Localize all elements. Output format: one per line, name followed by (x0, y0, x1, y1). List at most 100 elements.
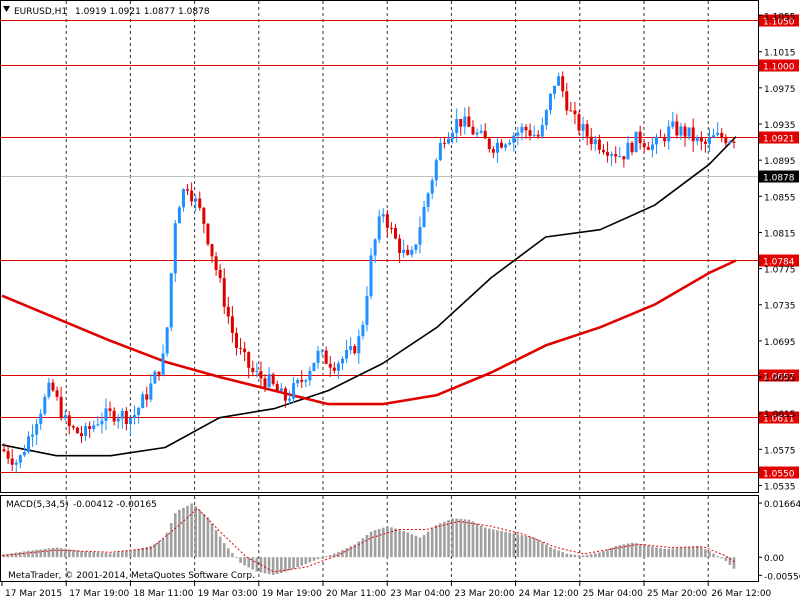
price-tick-label: 1.1015 (764, 49, 796, 59)
candle-body (646, 147, 650, 150)
level-price-label: 1.1000 (763, 63, 795, 73)
candle-body (553, 85, 557, 94)
candle-body (206, 223, 210, 245)
candle-body (593, 139, 597, 145)
candle-body (124, 411, 128, 425)
macd-histogram-bar (214, 530, 218, 558)
macd-histogram-bar (732, 557, 736, 569)
macd-histogram-bar (418, 537, 422, 558)
macd-histogram-bar (598, 552, 601, 558)
candle-body (622, 156, 626, 160)
candle-body (259, 371, 263, 379)
candle-body (251, 367, 255, 373)
candle-body (190, 190, 194, 202)
macd-histogram-bar (630, 542, 634, 558)
candle-body (153, 371, 157, 384)
macd-histogram-bar (6, 553, 10, 558)
level-price-label: 1.0550 (763, 470, 795, 480)
macd-histogram-bar (153, 543, 157, 558)
macd-histogram-bar (373, 530, 377, 558)
macd-histogram-bar (712, 553, 715, 558)
candle-body (381, 214, 385, 217)
candle-body (59, 396, 63, 419)
candle-body (540, 125, 544, 137)
candle-body (479, 130, 483, 133)
macd-histogram-bar (561, 552, 564, 558)
candle-body (618, 156, 622, 158)
candle-body (27, 436, 31, 452)
macd-histogram-bar (63, 548, 67, 558)
candle-body (22, 451, 26, 456)
price-panel-frame (0, 0, 759, 493)
macd-histogram-bar (165, 532, 169, 558)
macd-histogram-bar (292, 557, 295, 569)
candle-body (610, 154, 614, 156)
macd-histogram-bar (14, 552, 18, 558)
candle-body (194, 198, 198, 202)
macd-histogram-bar (679, 547, 683, 558)
price-tick-label: 1.0575 (764, 446, 796, 456)
macd-histogram-bar (35, 549, 38, 558)
candle-body (495, 142, 499, 153)
macd-histogram-bar (390, 527, 393, 558)
price-tick-label: 1.0735 (764, 302, 796, 312)
level-price-marker (759, 131, 799, 144)
price-tick-label: 1.0775 (764, 266, 796, 276)
macd-histogram-bar (594, 553, 597, 558)
macd-histogram-bar (724, 557, 728, 562)
time-tick-label: 19 Mar 03:00 (198, 589, 258, 599)
candle-body (671, 121, 675, 127)
macd-histogram-bar (728, 557, 732, 565)
macd-histogram-bar (663, 548, 666, 558)
macd-histogram-bar (622, 544, 626, 558)
macd-histogram-bar (659, 548, 662, 558)
macd-histogram-bar (112, 552, 116, 558)
macd-histogram-bar (553, 548, 556, 558)
macd-histogram-bar (76, 550, 79, 558)
macd-histogram-bar (487, 528, 491, 558)
macd-histogram-bar (239, 557, 242, 563)
time-tick-label: 17 Mar 19:00 (69, 589, 129, 599)
macd-histogram-bar (19, 551, 22, 558)
macd-histogram-bar (80, 551, 83, 558)
macd-histogram-bar (47, 548, 51, 558)
candle-body (434, 160, 438, 181)
candle-body (589, 136, 593, 145)
watermark-text: MetaTrader, © 2001-2014, MetaQuotes Soft… (8, 571, 255, 581)
macd-histogram-bar (634, 543, 638, 558)
candle-body (557, 76, 561, 86)
candle-body (84, 426, 88, 437)
candle-body (247, 352, 251, 368)
level-price-label: 1.0784 (763, 258, 795, 268)
macd-histogram-bar (296, 557, 299, 568)
macd-histogram-bar (202, 513, 206, 558)
macd-histogram-bar (508, 532, 511, 558)
candle-body (438, 142, 442, 161)
macd-histogram-bar (267, 557, 271, 575)
macd-histogram-bar (647, 545, 650, 558)
macd-tick-label: 0.01664 (764, 500, 800, 510)
macd-histogram-bar (516, 534, 520, 558)
chart-menu-triangle-icon[interactable] (3, 6, 10, 12)
macd-histogram-bar (316, 557, 320, 560)
candle-body (165, 327, 169, 354)
candle-body (304, 380, 308, 382)
macd-histogram-bar (51, 547, 55, 558)
candle-body (308, 370, 312, 381)
macd-histogram-bar (610, 547, 613, 558)
candle-body (145, 394, 149, 400)
macd-histogram-bar (137, 548, 140, 558)
candle-body (141, 394, 145, 409)
candle-body (699, 137, 703, 142)
candle-body (659, 137, 663, 139)
price-tick-label: 1.0975 (764, 85, 796, 95)
macd-histogram-bar (235, 557, 238, 559)
macd-histogram-bar (145, 546, 149, 558)
candle-body (512, 135, 516, 143)
macd-histogram-bar (467, 519, 471, 558)
time-tick-label: 23 Mar 20:00 (454, 589, 514, 599)
level-price-marker (759, 411, 799, 424)
current-price-marker (759, 170, 799, 183)
candle-body (80, 433, 84, 437)
candle-body (43, 396, 47, 414)
